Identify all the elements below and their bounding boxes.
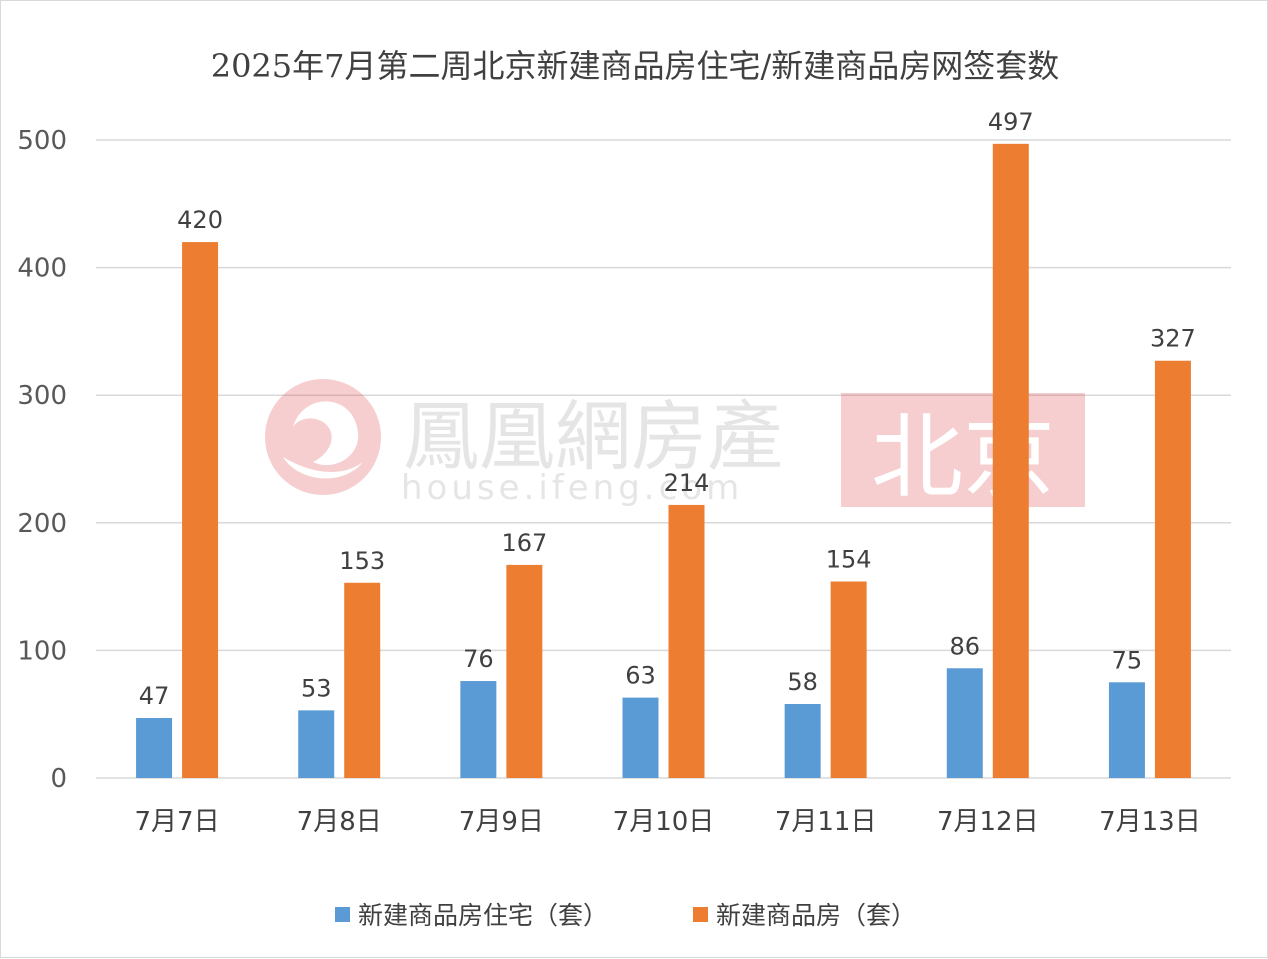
- data-label: 53: [301, 674, 332, 702]
- y-tick-label: 300: [17, 381, 67, 411]
- watermark-brand: 鳳凰網房產: [403, 392, 783, 481]
- watermark-city-box: [841, 393, 1085, 507]
- x-tick-label: 7月7日: [135, 807, 220, 837]
- x-tick-label: 7月9日: [459, 807, 544, 837]
- legend-swatch: [693, 907, 708, 922]
- bar-residential: [622, 697, 659, 778]
- data-label: 420: [177, 206, 223, 234]
- x-tick-label: 7月8日: [297, 807, 382, 837]
- bar-total: [182, 242, 219, 778]
- phoenix-logo-icon: [265, 379, 381, 495]
- data-label: 167: [501, 529, 547, 557]
- y-tick-label: 100: [17, 636, 67, 666]
- x-tick-label: 7月11日: [775, 807, 877, 837]
- watermark-url: house.ifeng.com: [401, 468, 743, 508]
- data-label: 154: [826, 545, 872, 573]
- bar-residential: [460, 681, 497, 778]
- y-tick-label: 400: [17, 254, 67, 284]
- bar-residential: [784, 703, 821, 778]
- data-label: 327: [1150, 325, 1196, 353]
- data-label: 497: [988, 108, 1034, 136]
- data-label: 76: [463, 645, 494, 673]
- bar-residential: [946, 668, 983, 778]
- y-tick-label: 0: [50, 764, 67, 794]
- data-label: 153: [339, 547, 385, 575]
- bar-total: [830, 581, 867, 778]
- data-label: 63: [625, 662, 656, 690]
- data-label: 58: [787, 668, 818, 696]
- legend-label: 新建商品房（套）: [716, 901, 916, 930]
- bar-total: [668, 504, 705, 778]
- data-label: 75: [1112, 646, 1143, 674]
- axis-layer: 0 100 200 300 400 500 7月7日 7月8日 7月9日 7月10日 7月11日 7月…: [17, 126, 1200, 837]
- bar-total: [992, 143, 1029, 778]
- bar-residential: [1108, 682, 1145, 778]
- chart-title: 2025年7月第二周北京新建商品房住宅/新建商品房网签套数: [210, 47, 1060, 85]
- bars-layer: [136, 143, 1191, 778]
- bar-total: [506, 564, 543, 778]
- legend-label: 新建商品房住宅（套）: [358, 901, 608, 930]
- data-label: 47: [139, 682, 170, 710]
- legend-swatch: [335, 907, 350, 922]
- watermark: 鳳凰網房產 house.ifeng.com 北京: [265, 379, 1085, 511]
- bar-total: [344, 582, 381, 778]
- data-label: 86: [950, 632, 981, 660]
- x-tick-label: 7月10日: [613, 807, 715, 837]
- data-label: 214: [664, 469, 710, 497]
- bar-total: [1154, 360, 1191, 778]
- legend: 新建商品房住宅（套） 新建商品房（套）: [335, 901, 916, 930]
- x-tick-label: 7月13日: [1099, 807, 1201, 837]
- bar-residential: [136, 718, 173, 778]
- x-tick-label: 7月12日: [937, 807, 1039, 837]
- y-tick-label: 500: [17, 126, 67, 156]
- y-tick-label: 200: [17, 509, 67, 539]
- labels-layer: 47 420 53 153 76 167 63 214 58 154 86 497 75 327: [139, 108, 1196, 710]
- bar-residential: [298, 710, 335, 778]
- grid-layer: [96, 139, 1231, 779]
